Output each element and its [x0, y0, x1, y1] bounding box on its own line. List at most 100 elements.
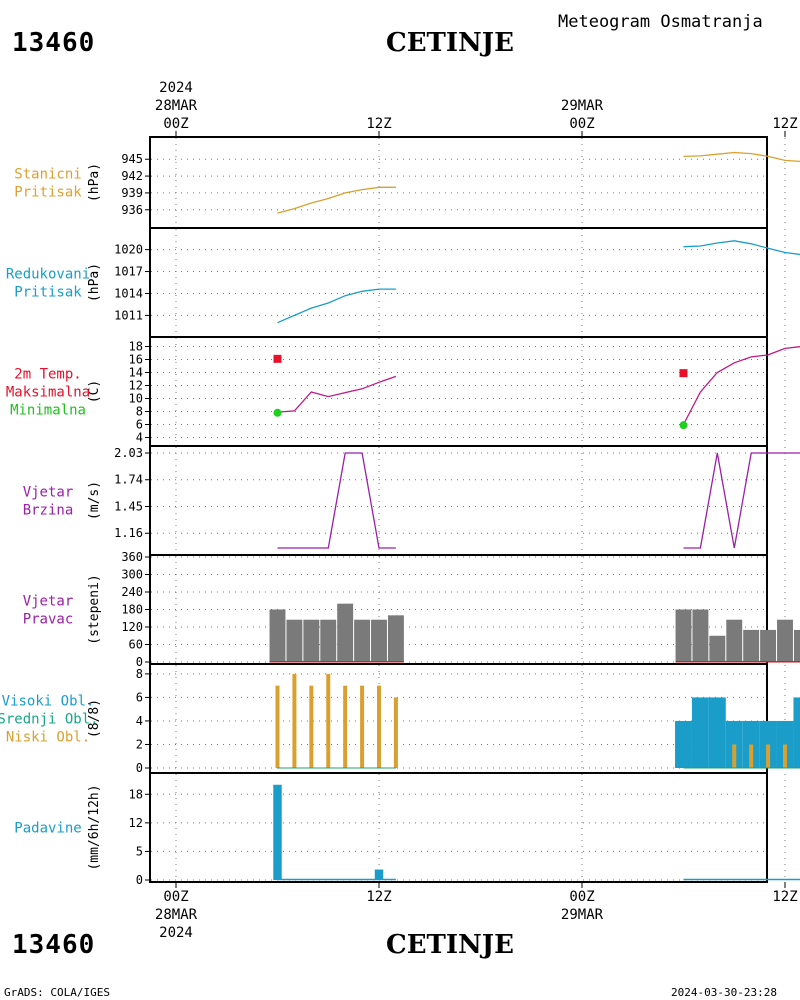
precipitation-ytick-label: 18 — [129, 787, 143, 801]
date-label-top: 28MAR — [155, 98, 198, 114]
temperature-series-line — [682, 346, 800, 425]
wind-direction-frame — [149, 554, 768, 665]
low-cloud-bar — [326, 673, 331, 768]
pressure-series-line — [683, 151, 800, 163]
footer-station-name: CETINJE — [386, 930, 514, 960]
temperature-frame — [149, 336, 768, 447]
wind-direction-bar — [303, 619, 320, 662]
wind-direction-ytick-label: 360 — [121, 550, 143, 564]
wind-direction-ytick-label: 0 — [136, 655, 143, 669]
reduced-pressure-series-line — [277, 288, 396, 324]
wind-speed-ytick-label: 1.74 — [114, 473, 143, 487]
pressure-ytick-label: 939 — [121, 186, 143, 200]
pressure-ylabel: (hPa) — [87, 163, 102, 202]
year-label-top: 2024 — [159, 80, 193, 96]
wind-direction-bar — [387, 615, 404, 662]
wind-direction-panel-label: Vjetar — [23, 594, 74, 610]
temperature-panel-label: 2m Temp. — [14, 367, 81, 383]
time-label-top: 00Z — [569, 116, 594, 132]
precipitation-panel-label: Padavine — [14, 821, 81, 837]
time-label-bottom: 00Z — [163, 889, 188, 905]
time-label-top: 12Z — [366, 116, 391, 132]
wind-direction-bar — [709, 635, 726, 662]
wind-direction-bar — [726, 619, 743, 662]
wind-direction-ytick-label: 120 — [121, 620, 143, 634]
precipitation-frame — [149, 772, 768, 883]
temperature-ytick-label: 12 — [129, 379, 143, 393]
low-cloud-bar — [783, 744, 787, 768]
wind-speed-series-line — [277, 452, 396, 549]
wind-direction-ytick-label: 300 — [121, 568, 143, 582]
render-timestamp: 2024-03-30-23:28 — [671, 986, 777, 999]
reduced-pressure-ylabel: (hPa) — [87, 263, 102, 302]
temperature-ytick-label: 18 — [129, 340, 143, 354]
wind-direction-bar — [371, 619, 387, 662]
cloud-cover-frame — [149, 663, 768, 774]
pressure-ytick-label: 936 — [121, 203, 143, 217]
station-id: 13460 — [12, 28, 96, 58]
chart-title: Meteogram Osmatranja — [558, 12, 763, 32]
wind-direction-bar — [269, 609, 286, 662]
wind-speed-ytick-label: 2.03 — [114, 446, 143, 460]
precipitation-ytick-label: 5 — [136, 844, 143, 858]
low-cloud-bar — [766, 744, 771, 768]
wind-direction-bar — [337, 603, 354, 662]
time-label-bottom: 00Z — [569, 889, 594, 905]
low-cloud-bar — [393, 697, 398, 768]
cloud-cover-ytick-label: 6 — [136, 690, 143, 704]
time-label-top: 00Z — [163, 116, 188, 132]
cloud-cover-ytick-label: 0 — [136, 761, 143, 775]
low-cloud-bar — [377, 685, 381, 768]
cloud-cover-panel-label: Niski Obl. — [6, 730, 90, 746]
high-cloud-bar — [793, 697, 800, 768]
pressure-ytick-label: 942 — [121, 169, 143, 183]
wind-direction-ytick-label: 180 — [121, 603, 143, 617]
cloud-cover-ytick-label: 2 — [136, 737, 143, 751]
temperature-ylabel: (C) — [87, 380, 102, 403]
time-label-top: 12Z — [772, 116, 797, 132]
pressure-panel-label: Pritisak — [14, 185, 82, 201]
pressure-ytick-label: 945 — [121, 152, 143, 166]
tmax-point — [679, 369, 688, 378]
temperature-ytick-label: 10 — [129, 392, 143, 406]
cloud-cover-ylabel: (8/8) — [87, 699, 102, 738]
low-cloud-bar — [292, 673, 297, 768]
reduced-pressure-panel-label: Pritisak — [14, 285, 82, 301]
time-label-bottom: 12Z — [366, 889, 391, 905]
wind-direction-ytick-label: 240 — [121, 585, 143, 599]
reduced-pressure-ytick-label: 1020 — [114, 243, 143, 257]
wind-direction-ylabel: (stepeni) — [87, 574, 102, 644]
footer-station-id: 13460 — [12, 930, 96, 960]
cloud-cover-ytick-label: 8 — [136, 667, 143, 681]
precipitation-ytick-label: 12 — [129, 816, 143, 830]
software-credit: GrADS: COLA/IGES — [4, 986, 110, 999]
temperature-ytick-label: 14 — [129, 366, 143, 380]
wind-direction-bar — [354, 619, 371, 662]
wind-direction-bar — [286, 619, 303, 662]
date-label-bottom: 29MAR — [561, 907, 604, 923]
low-cloud-bar — [309, 685, 314, 768]
tmin-point — [679, 421, 688, 430]
temperature-panel-label: Minimalna — [10, 403, 86, 419]
temperature-ytick-label: 16 — [129, 353, 143, 367]
low-cloud-bar — [343, 685, 348, 768]
wind-speed-ytick-label: 1.45 — [114, 499, 143, 513]
pressure-series-line — [277, 186, 396, 214]
precipitation-ylabel: (mm/6h/12h) — [87, 784, 102, 870]
station-name: CETINJE — [386, 28, 514, 58]
wind-speed-ylabel: (m/s) — [87, 481, 102, 520]
temperature-series-line — [277, 375, 397, 413]
wind-direction-bar — [743, 629, 760, 662]
wind-direction-bar — [320, 619, 337, 662]
low-cloud-bar — [275, 685, 280, 768]
low-cloud-bar — [749, 744, 754, 768]
cloud-cover-panel-label: Visoki Obl. — [2, 694, 95, 710]
reduced-pressure-frame — [149, 227, 768, 338]
precipitation-bar — [374, 869, 384, 880]
wind-direction-bar — [793, 629, 800, 662]
cloud-cover-ytick-label: 4 — [136, 714, 143, 728]
wind-direction-bar — [777, 619, 793, 662]
low-cloud-bar — [732, 744, 737, 768]
wind-speed-panel-label: Vjetar — [23, 485, 74, 501]
